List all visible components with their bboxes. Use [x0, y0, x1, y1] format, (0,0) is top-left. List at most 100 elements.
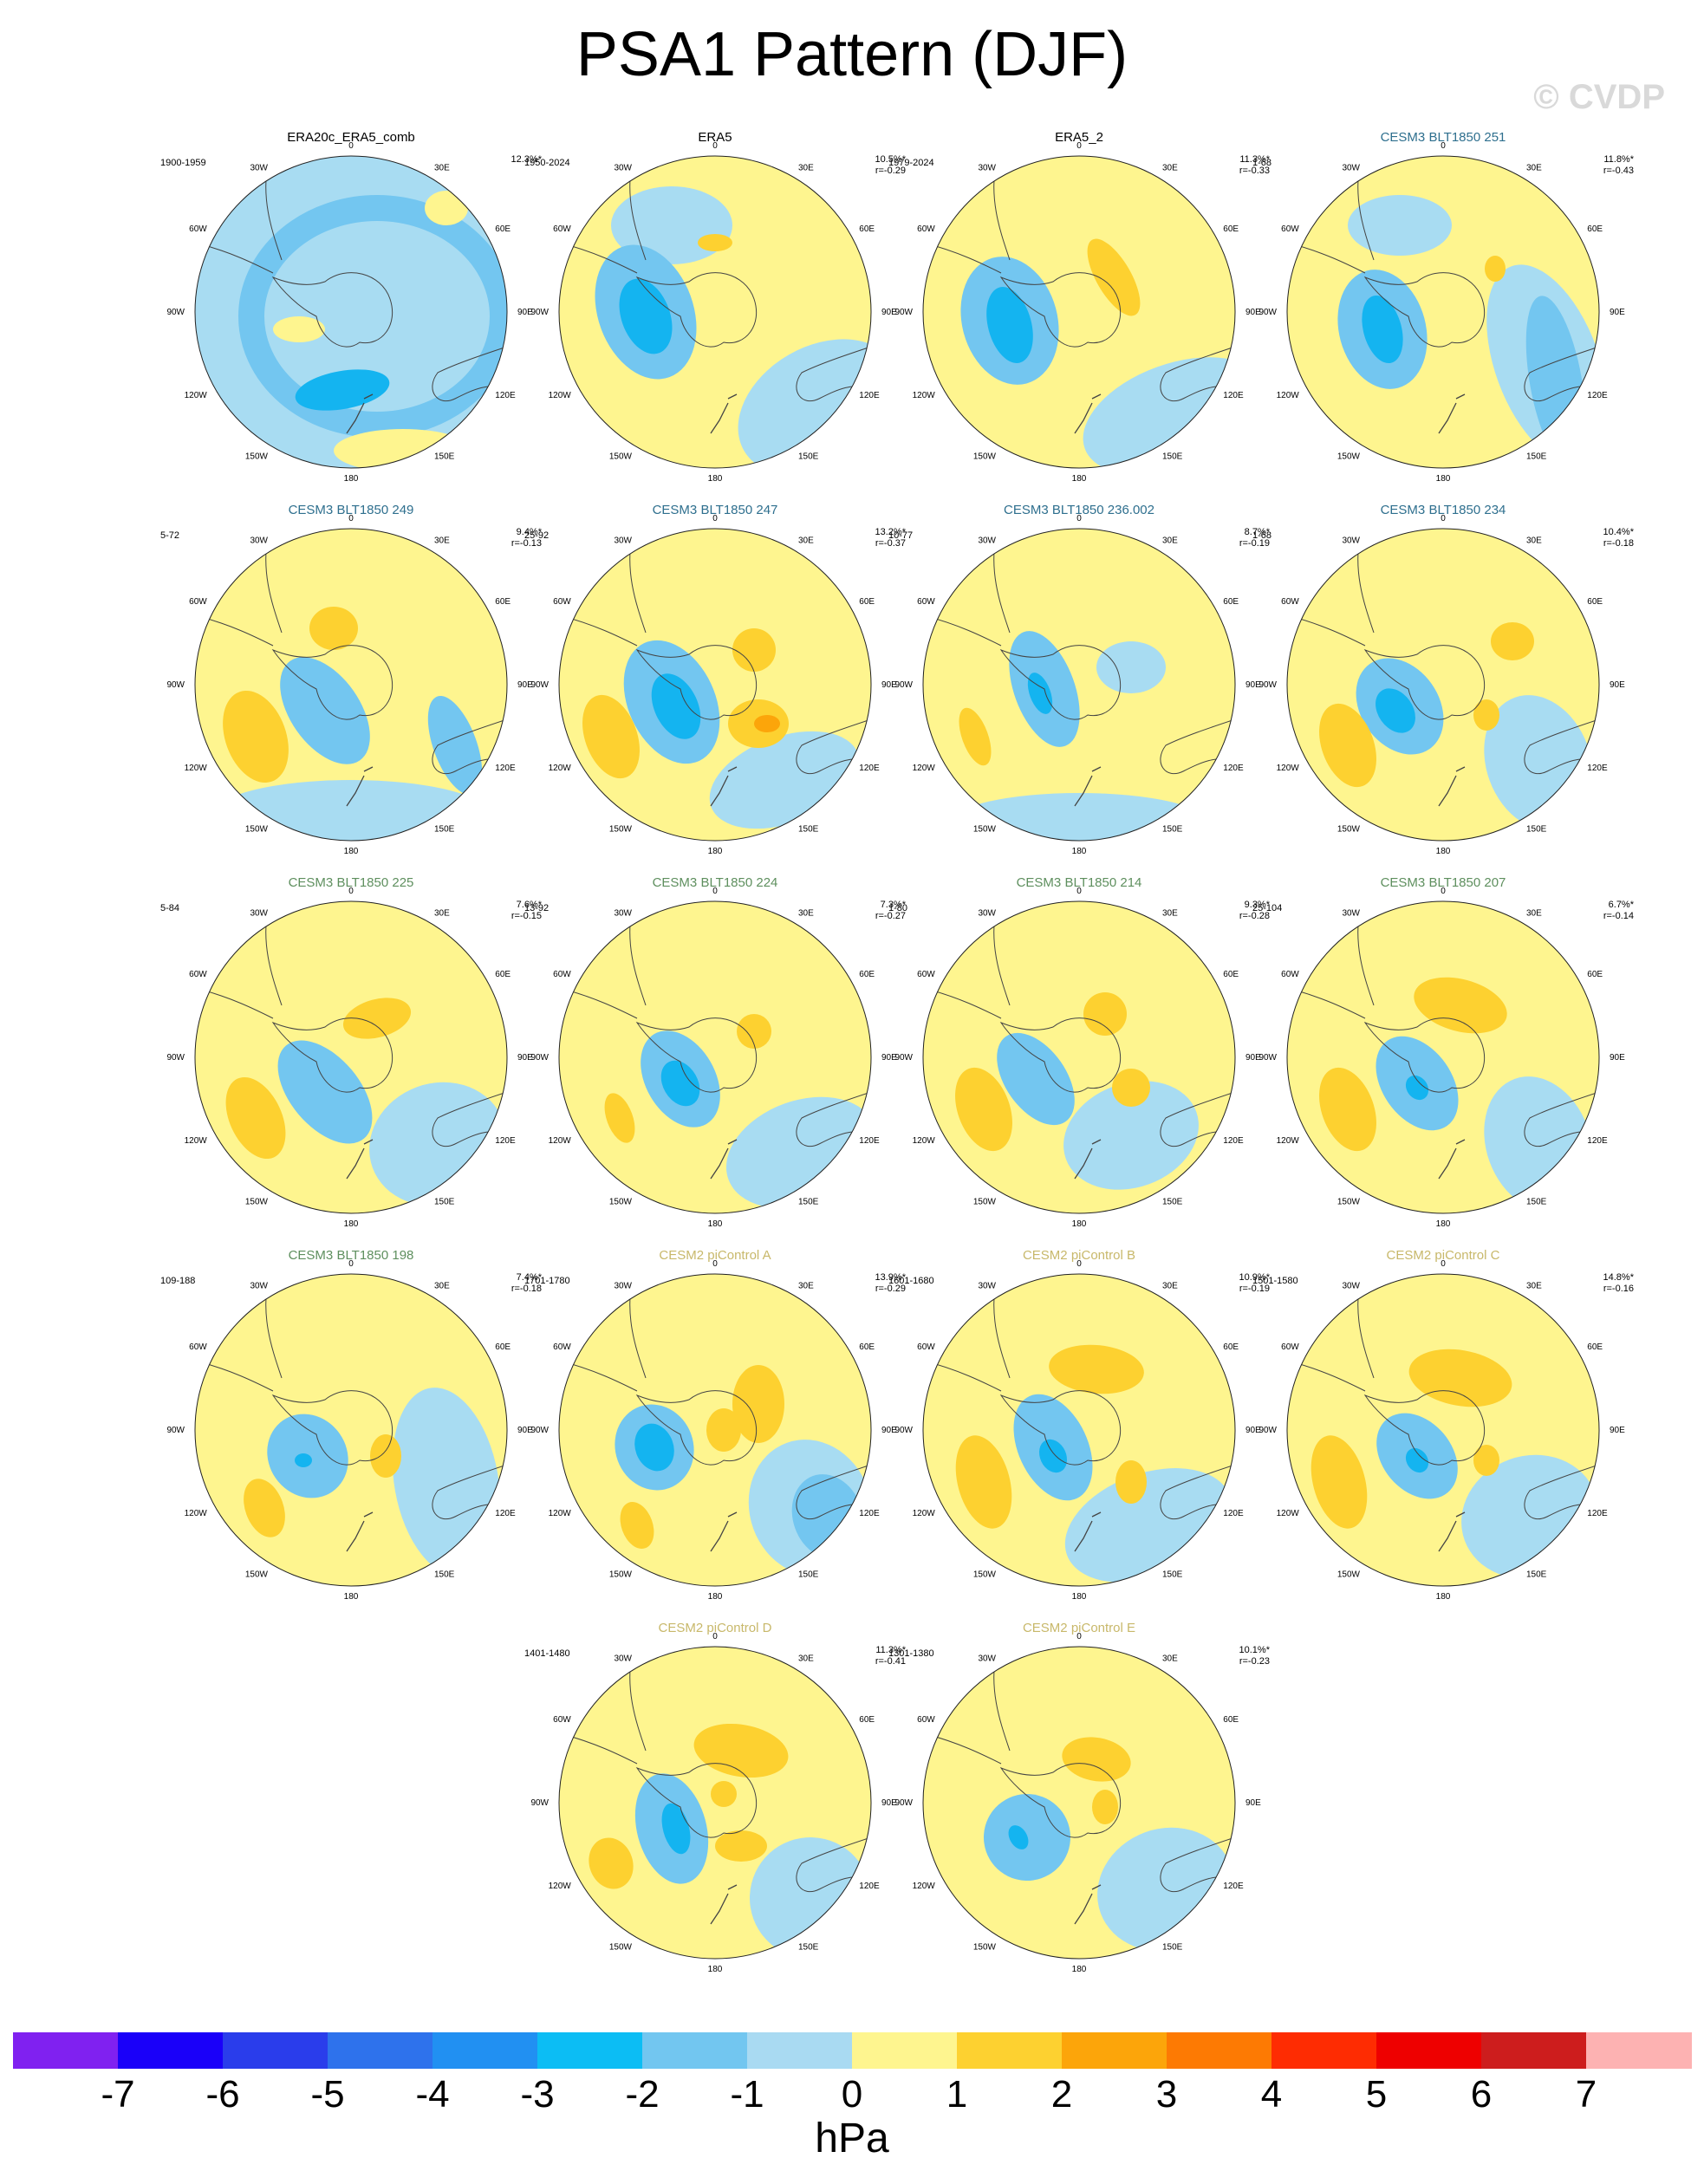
longitude-label: 150E — [1162, 1570, 1183, 1579]
pattern-correlation: r=-0.15 — [511, 911, 542, 921]
longitude-label: 150E — [434, 452, 455, 461]
continent-coastline — [419, 156, 447, 179]
longitude-label: 30E — [1526, 164, 1542, 173]
longitude-label: 90E — [1245, 308, 1261, 317]
longitude-label: 90W — [530, 1426, 549, 1435]
map-panel: 0 30E 60E 90E 120E 150E 180 150W 120W 90W 60W 30W CE… — [156, 1248, 546, 1612]
longitude-label: 120W — [549, 764, 572, 773]
panel-period: 1401-1480 — [524, 1648, 570, 1659]
longitude-label: 150E — [1526, 824, 1547, 834]
contour-blob — [1376, 688, 1415, 733]
contour-blob — [1473, 1445, 1499, 1476]
antarctica-coastline — [1363, 645, 1486, 720]
longitude-label: 180 — [708, 847, 723, 856]
longitude-label: 150W — [1337, 824, 1361, 834]
continent-coastline — [346, 393, 374, 434]
panel-stats: 7.4%* r=-0.18 — [511, 1272, 542, 1295]
longitude-label: 60W — [1281, 597, 1299, 607]
continent-coastline — [346, 766, 374, 807]
contour-blob — [225, 1076, 286, 1160]
longitude-label: 60W — [1281, 1342, 1299, 1352]
variance-explained: 10.5%* — [875, 154, 906, 165]
panel-title: CESM3 BLT1850 198 — [288, 1248, 414, 1263]
contour-blob — [334, 429, 472, 468]
longitude-label: 30W — [250, 909, 268, 919]
panel-stats: 12.3%* — [511, 154, 542, 166]
longitude-label: 60W — [189, 224, 207, 234]
pattern-correlation: r=-0.13 — [511, 538, 542, 549]
longitude-label: 150E — [1162, 1197, 1183, 1206]
longitude-label: 150W — [245, 1197, 269, 1206]
map-panel: 0 30E 60E 90E 120E 150E 180 150W 120W 90W 60W 30W CE… — [156, 503, 546, 867]
longitude-label: 180 — [708, 1965, 723, 1974]
longitude-label: 150W — [245, 452, 269, 461]
variance-explained: 13.2%* — [875, 527, 906, 537]
longitude-label: 180 — [344, 474, 359, 484]
contour-blob — [1087, 238, 1141, 316]
longitude-label: 60E — [1587, 1342, 1603, 1352]
panel-title: CESM3 BLT1850 249 — [288, 503, 414, 517]
longitude-label: 0 — [348, 514, 354, 523]
longitude-label: 90W — [894, 308, 913, 317]
longitude-label: 150W — [245, 824, 269, 834]
map-border — [922, 1646, 1236, 1960]
pattern-correlation: r=-0.19 — [1239, 538, 1270, 549]
contour-blob — [309, 607, 358, 650]
longitude-label: 90W — [166, 1053, 185, 1063]
panel-stats: 10.4%* r=-0.18 — [1603, 527, 1634, 549]
polar-map: 0 30E 60E 90E 120E 150E 180 150W 120W 90W 60W 30W — [894, 514, 1261, 856]
colorbar-tick-label: -2 — [625, 2073, 660, 2116]
continent-coastline — [1160, 718, 1235, 775]
longitude-label: 120E — [859, 1509, 880, 1518]
continent-coastline — [1512, 529, 1539, 551]
panel-title: CESM3 BLT1850 247 — [652, 503, 778, 517]
continent-coastline — [432, 1464, 507, 1520]
longitude-label: 0 — [1441, 887, 1446, 896]
field-background — [923, 529, 1235, 841]
longitude-label: 0 — [348, 141, 354, 151]
longitude-label: 90W — [894, 680, 913, 690]
panel-title: CESM2 piControl D — [658, 1621, 772, 1635]
longitude-label: 30E — [798, 536, 814, 546]
longitude-label: 120E — [859, 1882, 880, 1891]
panel-stats: 6.7%* r=-0.14 — [1603, 900, 1634, 922]
panel-period: 5-84 — [160, 903, 180, 913]
map-panel: 0 30E 60E 90E 120E 150E 180 150W 120W 90W 60W 30W CE… — [1248, 503, 1638, 867]
contour-blob — [277, 1040, 373, 1144]
longitude-label: 120W — [1277, 764, 1300, 773]
contour-blob — [651, 673, 701, 739]
longitude-label: 90W — [894, 1798, 913, 1808]
longitude-label: 0 — [1076, 141, 1082, 151]
colorbar-swatch — [328, 2032, 433, 2069]
continent-coastline — [1438, 1139, 1466, 1180]
continent-coastline — [1074, 1884, 1102, 1925]
longitude-label: 90E — [1245, 1426, 1261, 1435]
continent-coastline — [1074, 1511, 1102, 1552]
colorbar-swatch — [537, 2032, 643, 2069]
longitude-label: 30W — [978, 1654, 996, 1664]
antarctica-coastline — [1363, 1017, 1486, 1093]
colorbar-tick-label: -1 — [730, 2073, 764, 2116]
contour-blob — [986, 287, 1033, 363]
longitude-label: 90W — [894, 1426, 913, 1435]
longitude-label: 30W — [978, 164, 996, 173]
map-panel: 0 30E 60E 90E 120E 150E 180 150W 120W 90W 60W 30W ER… — [156, 130, 546, 494]
panel-period: 10-77 — [888, 530, 914, 541]
map-border — [922, 900, 1236, 1214]
longitude-label: 60E — [859, 597, 875, 607]
longitude-label: 30E — [1162, 1282, 1178, 1291]
contour-blob — [273, 316, 325, 342]
longitude-label: 90W — [894, 1053, 913, 1063]
pattern-correlation: r=-0.16 — [1603, 1284, 1634, 1294]
longitude-label: 60E — [495, 970, 511, 979]
polar-map: 0 30E 60E 90E 120E 150E 180 150W 120W 90W 60W 30W — [894, 1259, 1261, 1602]
longitude-label: 90W — [166, 308, 185, 317]
contour-blob — [1405, 1447, 1429, 1473]
longitude-label: 90E — [881, 1053, 897, 1063]
continent-coastline — [1160, 1091, 1235, 1147]
continent-coastline — [710, 1884, 738, 1925]
longitude-label: 30W — [614, 164, 632, 173]
contour-blob — [997, 1032, 1075, 1126]
contour-blob — [589, 1837, 634, 1889]
longitude-label: 180 — [344, 1592, 359, 1602]
